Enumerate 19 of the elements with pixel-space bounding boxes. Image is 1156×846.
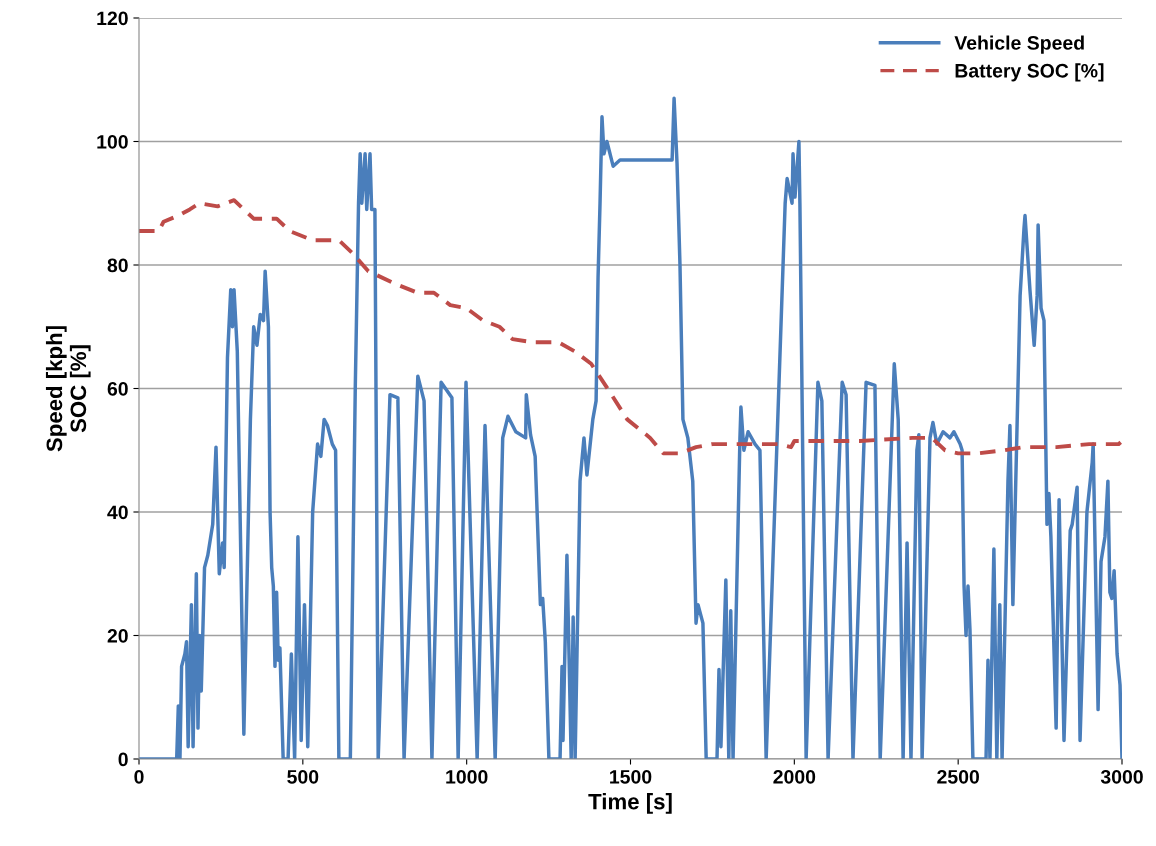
y-tick-label: 120 [97,11,128,26]
x-tick-label: 3000 [1100,769,1143,784]
x-tick-label: 2500 [937,769,979,784]
x-tick-label: 500 [287,769,319,784]
y-tick-label: 100 [97,134,128,149]
x-tick-label: 0 [134,769,144,784]
line-series [139,198,1122,456]
x-axis-title: Time [s] [588,793,672,814]
x-tick-label: 2000 [773,769,816,784]
y-tick-label: 0 [118,752,128,767]
y-axis-title: Speed [kph] SOC [%] [45,326,91,452]
x-tick-label: 1000 [446,769,488,784]
y-tick-label: 20 [107,628,128,643]
legend-label: Vehicle Speed [954,35,1084,54]
legend-label: Battery SOC [%] [955,63,1104,82]
x-tick-label: 1500 [610,769,652,784]
y-tick-label: 40 [107,505,128,520]
y-tick-label: 80 [107,258,128,273]
y-tick-label: 60 [107,381,128,396]
